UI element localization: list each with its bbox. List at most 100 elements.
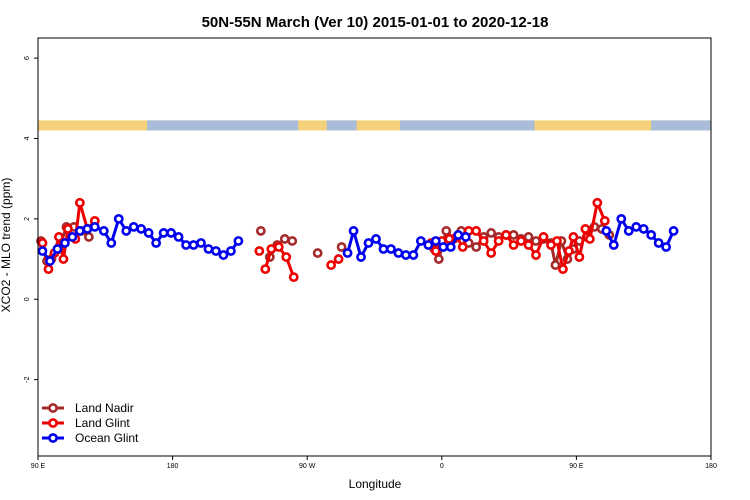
data-point bbox=[173, 232, 184, 242]
data-point bbox=[54, 232, 64, 242]
data-point bbox=[336, 242, 347, 252]
data-point bbox=[531, 236, 541, 246]
data-point bbox=[260, 264, 271, 275]
data-point bbox=[287, 236, 298, 246]
data-point bbox=[89, 222, 100, 232]
data-point bbox=[531, 250, 541, 260]
data-point bbox=[333, 254, 344, 264]
data-point bbox=[638, 224, 649, 234]
data-point bbox=[668, 226, 679, 236]
data-point bbox=[415, 236, 426, 246]
data-point bbox=[279, 234, 290, 244]
data-point bbox=[653, 238, 664, 248]
data-point bbox=[564, 246, 574, 256]
data-point bbox=[151, 238, 162, 248]
data-point bbox=[348, 226, 359, 236]
y-tick-label: 0 bbox=[24, 297, 31, 301]
data-point bbox=[233, 236, 244, 246]
y-axis: -2 0 2 4 6 bbox=[24, 56, 38, 383]
data-point bbox=[486, 228, 497, 238]
data-point bbox=[601, 226, 612, 236]
data-point bbox=[408, 250, 419, 260]
data-point bbox=[218, 250, 229, 260]
landmask-ocean bbox=[147, 120, 299, 131]
data-point bbox=[478, 236, 489, 246]
legend-label: Land Nadir bbox=[75, 401, 134, 415]
data-point bbox=[550, 260, 561, 270]
data-point bbox=[538, 232, 549, 242]
x-tick-label: 180 bbox=[705, 463, 717, 470]
data-point bbox=[181, 240, 191, 250]
data-point bbox=[288, 272, 299, 283]
data-point bbox=[363, 238, 374, 248]
x-tick-label: 180 bbox=[167, 463, 179, 470]
data-point bbox=[646, 230, 657, 240]
y-tick-label: -2 bbox=[24, 376, 31, 382]
data-point bbox=[254, 246, 265, 256]
data-point bbox=[393, 248, 404, 258]
data-point bbox=[371, 234, 381, 244]
series-land-glint bbox=[37, 197, 610, 283]
data-point bbox=[580, 224, 591, 234]
data-point bbox=[523, 240, 534, 250]
x-tick-label: 90 E bbox=[569, 463, 584, 470]
data-point bbox=[98, 226, 109, 236]
plot-frame bbox=[37, 37, 712, 457]
y-tick-label: 6 bbox=[24, 56, 31, 60]
data-point bbox=[445, 242, 456, 252]
legend-marker bbox=[48, 403, 58, 413]
data-point bbox=[433, 254, 444, 264]
data-point bbox=[486, 248, 497, 258]
data-point bbox=[211, 246, 221, 256]
data-point bbox=[326, 260, 337, 270]
data-point bbox=[143, 228, 154, 238]
data-point bbox=[592, 197, 603, 208]
data-point bbox=[63, 224, 73, 234]
data-point bbox=[558, 264, 568, 275]
data-point bbox=[83, 232, 94, 242]
data-point bbox=[599, 215, 610, 226]
data-point bbox=[430, 236, 441, 246]
data-point bbox=[52, 244, 63, 254]
data-point bbox=[631, 222, 642, 232]
data-point bbox=[273, 242, 284, 252]
data-point bbox=[616, 213, 627, 224]
chart-title: 50N-55N March (Ver 10) 2015-01-01 to 202… bbox=[202, 14, 549, 31]
legend-marker bbox=[48, 418, 58, 428]
series-ocean-glint bbox=[37, 213, 679, 266]
data-point bbox=[471, 226, 482, 236]
data-point bbox=[460, 232, 471, 242]
landmask-land bbox=[38, 120, 711, 131]
data-point bbox=[441, 226, 452, 236]
data-point bbox=[516, 236, 526, 246]
y-tick-label: 2 bbox=[24, 217, 31, 221]
data-point bbox=[67, 232, 78, 242]
data-point bbox=[37, 246, 48, 256]
landmask-ocean bbox=[326, 120, 357, 131]
data-point bbox=[158, 228, 169, 238]
data-point bbox=[523, 232, 534, 242]
data-point bbox=[574, 252, 585, 262]
data-point bbox=[37, 238, 48, 248]
data-point bbox=[342, 248, 353, 258]
legend-label: Ocean Glint bbox=[75, 431, 139, 445]
data-point bbox=[493, 236, 504, 246]
data-point bbox=[584, 234, 595, 244]
data-point bbox=[74, 197, 85, 208]
data-point bbox=[255, 226, 266, 236]
data-point bbox=[266, 244, 277, 254]
data-point bbox=[508, 230, 519, 240]
data-point bbox=[45, 256, 55, 266]
x-axis-label: Longitude bbox=[349, 477, 402, 491]
data-point bbox=[552, 236, 562, 246]
data-point bbox=[453, 230, 464, 240]
data-point bbox=[438, 242, 449, 252]
data-point bbox=[43, 264, 54, 275]
landmask-ocean bbox=[651, 120, 711, 131]
data-point bbox=[356, 252, 366, 262]
data-point bbox=[166, 228, 177, 238]
data-point bbox=[188, 240, 199, 250]
data-point bbox=[74, 226, 85, 236]
data-point bbox=[203, 244, 214, 254]
